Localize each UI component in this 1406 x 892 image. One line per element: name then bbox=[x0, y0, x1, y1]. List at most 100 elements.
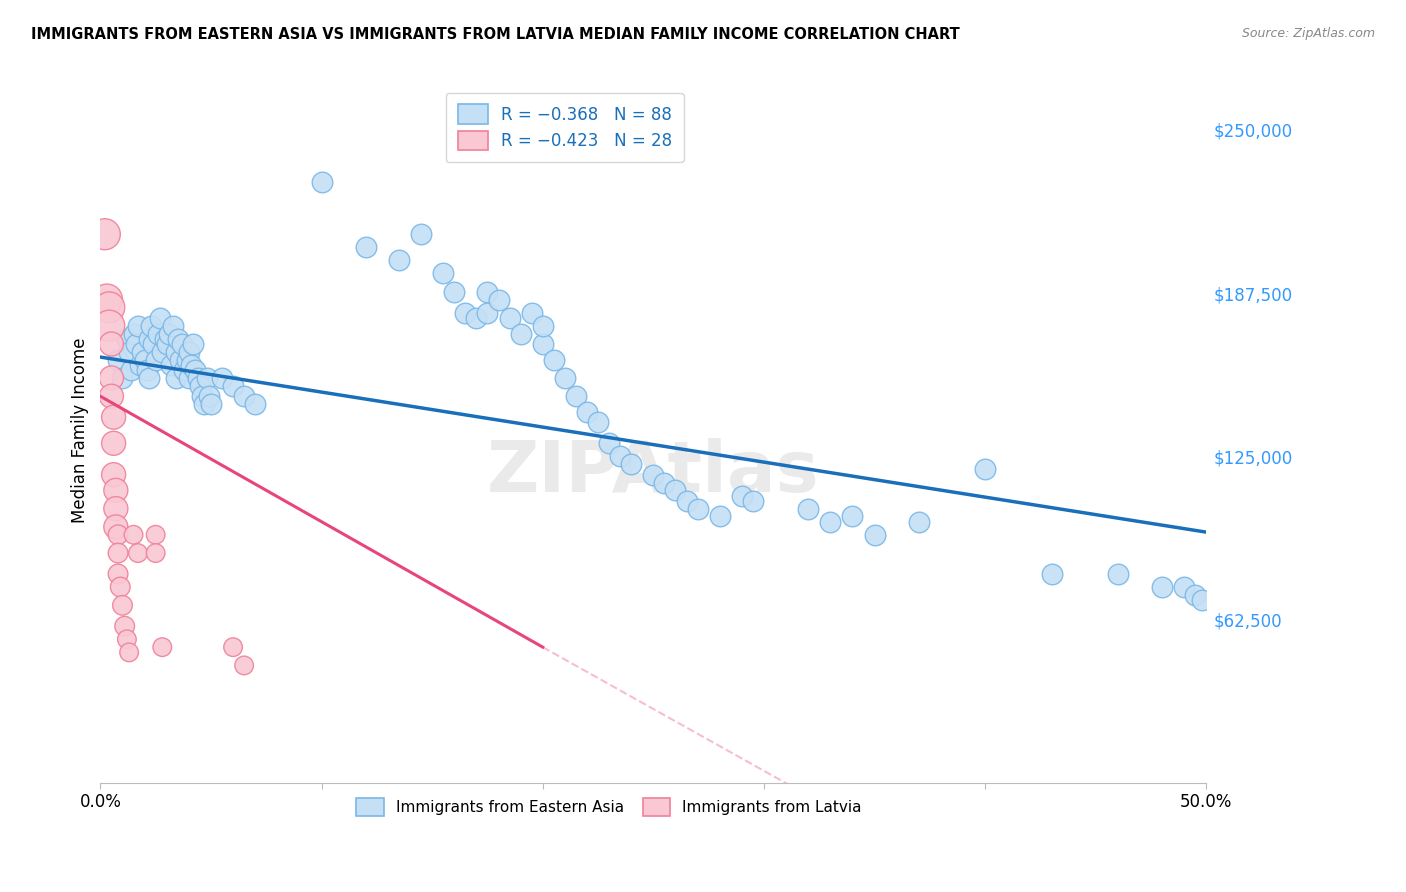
Point bbox=[110, 580, 132, 594]
Point bbox=[184, 363, 207, 377]
Point bbox=[100, 337, 122, 351]
Point bbox=[125, 337, 148, 351]
Point bbox=[165, 344, 187, 359]
Point bbox=[141, 318, 163, 333]
Point bbox=[149, 310, 172, 325]
Point bbox=[114, 619, 136, 633]
Point bbox=[145, 352, 167, 367]
Point bbox=[488, 293, 510, 307]
Point bbox=[181, 337, 204, 351]
Point bbox=[841, 509, 863, 524]
Point bbox=[104, 520, 127, 534]
Point bbox=[643, 467, 665, 482]
Point bbox=[146, 326, 169, 341]
Point bbox=[200, 397, 222, 411]
Point bbox=[127, 546, 149, 560]
Point bbox=[222, 640, 245, 655]
Point bbox=[94, 227, 117, 242]
Point bbox=[709, 509, 731, 524]
Point bbox=[354, 240, 377, 254]
Point bbox=[98, 301, 121, 315]
Point bbox=[100, 389, 122, 403]
Point bbox=[531, 337, 554, 351]
Point bbox=[565, 389, 588, 403]
Point bbox=[520, 305, 543, 319]
Point bbox=[169, 352, 191, 367]
Point bbox=[107, 566, 129, 581]
Point bbox=[245, 397, 267, 411]
Point bbox=[177, 371, 200, 385]
Point bbox=[477, 305, 499, 319]
Point bbox=[586, 416, 609, 430]
Point bbox=[104, 483, 127, 498]
Point bbox=[576, 405, 599, 419]
Point bbox=[1040, 566, 1063, 581]
Point bbox=[138, 371, 160, 385]
Point bbox=[820, 515, 842, 529]
Point bbox=[187, 371, 209, 385]
Point bbox=[211, 371, 233, 385]
Point bbox=[191, 389, 214, 403]
Point bbox=[177, 344, 200, 359]
Point bbox=[180, 358, 202, 372]
Point bbox=[907, 515, 929, 529]
Point bbox=[122, 326, 145, 341]
Point bbox=[311, 175, 333, 189]
Point bbox=[1191, 593, 1213, 607]
Point bbox=[120, 363, 142, 377]
Point bbox=[863, 528, 886, 542]
Point bbox=[138, 332, 160, 346]
Point bbox=[103, 410, 125, 425]
Point bbox=[150, 344, 173, 359]
Point bbox=[1152, 580, 1174, 594]
Point bbox=[98, 318, 121, 333]
Point bbox=[509, 326, 531, 341]
Point bbox=[127, 318, 149, 333]
Point bbox=[1107, 566, 1129, 581]
Point bbox=[172, 337, 194, 351]
Point bbox=[131, 344, 153, 359]
Point bbox=[233, 389, 256, 403]
Point bbox=[477, 285, 499, 299]
Point bbox=[1184, 588, 1206, 602]
Point bbox=[609, 450, 631, 464]
Point bbox=[107, 528, 129, 542]
Point bbox=[115, 332, 138, 346]
Point bbox=[176, 352, 198, 367]
Point bbox=[498, 310, 520, 325]
Point bbox=[454, 305, 477, 319]
Point bbox=[115, 632, 138, 647]
Point bbox=[797, 501, 820, 516]
Point bbox=[118, 645, 141, 659]
Point bbox=[100, 371, 122, 385]
Point bbox=[598, 436, 620, 450]
Point bbox=[664, 483, 686, 498]
Point bbox=[233, 658, 256, 673]
Y-axis label: Median Family Income: Median Family Income bbox=[72, 337, 89, 523]
Point bbox=[111, 371, 134, 385]
Point bbox=[104, 501, 127, 516]
Point bbox=[96, 293, 118, 307]
Point bbox=[388, 253, 411, 268]
Point bbox=[165, 371, 187, 385]
Point bbox=[974, 462, 997, 476]
Point bbox=[122, 528, 145, 542]
Text: Source: ZipAtlas.com: Source: ZipAtlas.com bbox=[1241, 27, 1375, 40]
Point bbox=[675, 493, 697, 508]
Point bbox=[195, 371, 218, 385]
Point bbox=[654, 475, 676, 490]
Point bbox=[731, 489, 754, 503]
Point bbox=[111, 599, 134, 613]
Point bbox=[156, 337, 179, 351]
Point bbox=[543, 352, 565, 367]
Point bbox=[1173, 580, 1195, 594]
Point bbox=[103, 436, 125, 450]
Point bbox=[554, 371, 576, 385]
Point bbox=[173, 363, 195, 377]
Point bbox=[620, 457, 643, 471]
Point bbox=[160, 358, 183, 372]
Point bbox=[134, 352, 156, 367]
Point bbox=[531, 318, 554, 333]
Text: IMMIGRANTS FROM EASTERN ASIA VS IMMIGRANTS FROM LATVIA MEDIAN FAMILY INCOME CORR: IMMIGRANTS FROM EASTERN ASIA VS IMMIGRAN… bbox=[31, 27, 960, 42]
Point bbox=[222, 379, 245, 393]
